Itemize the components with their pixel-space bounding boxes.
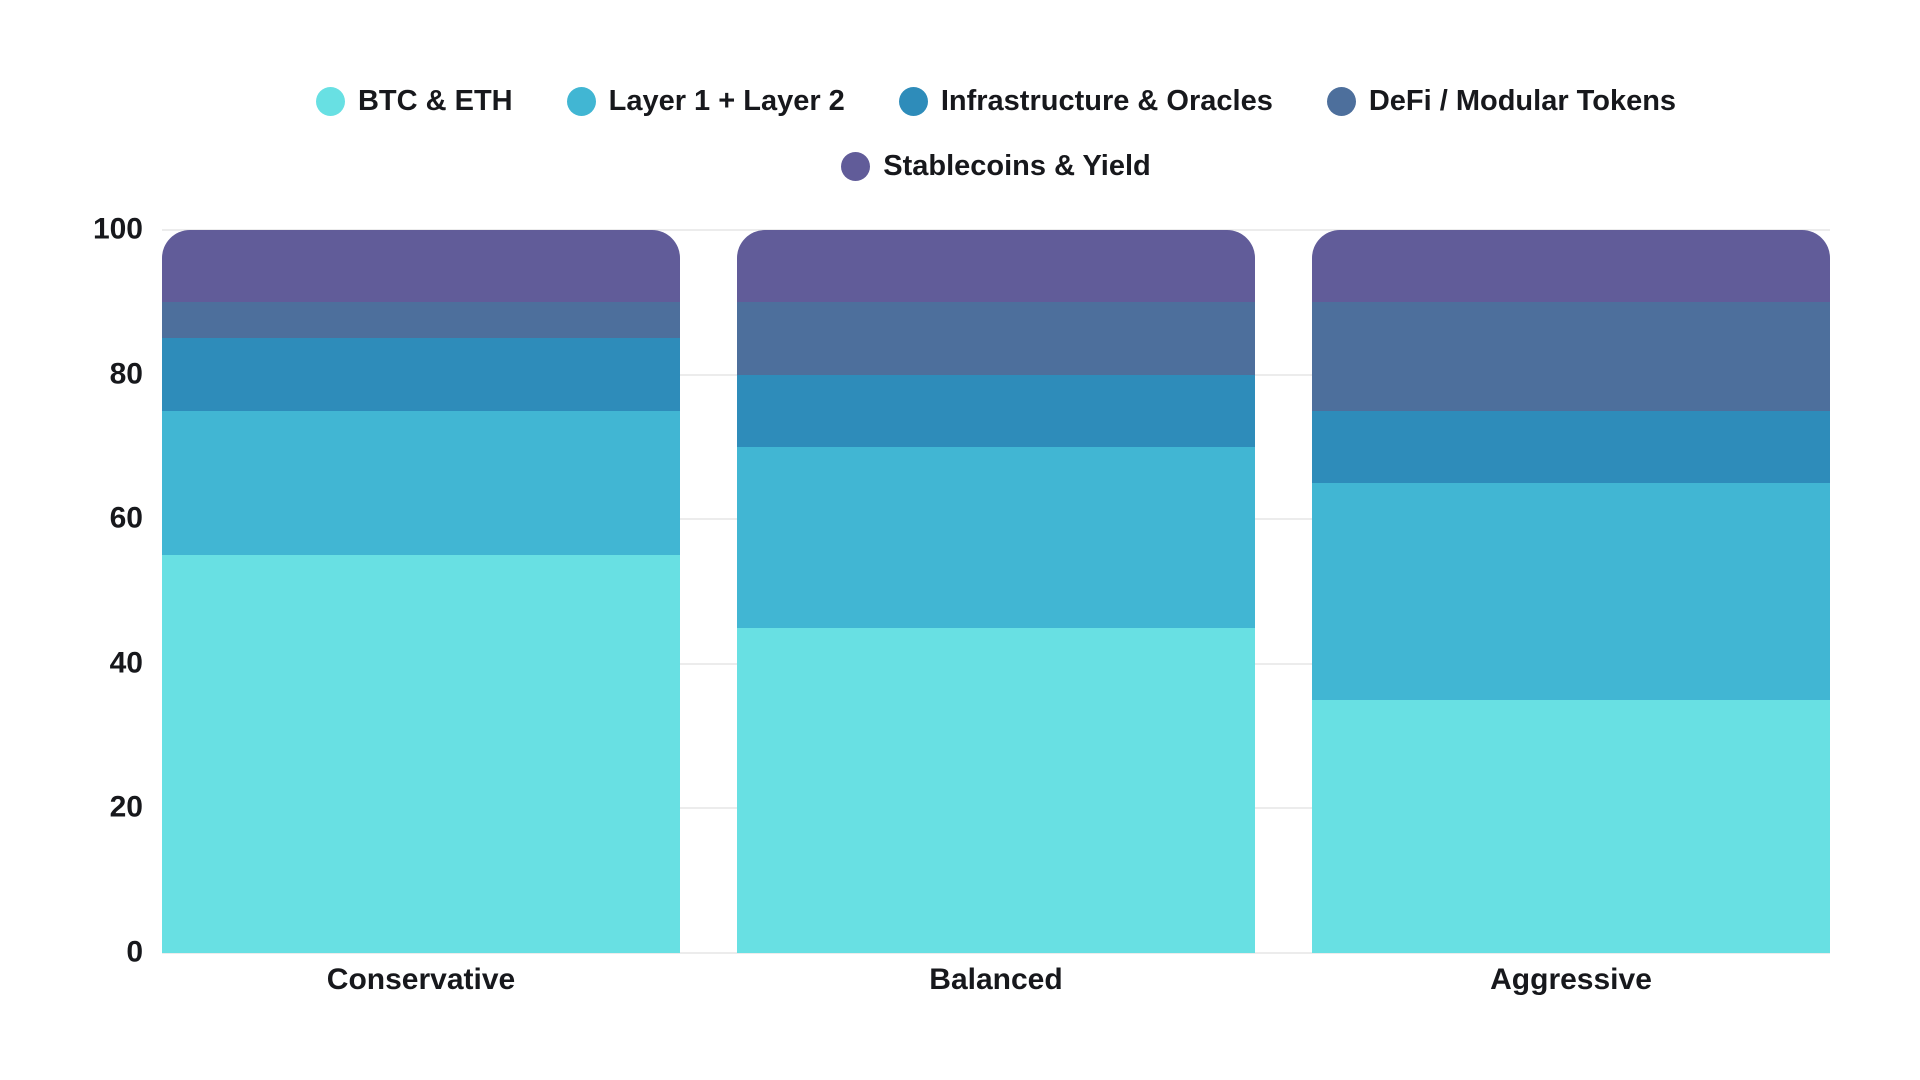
btc-eth-swatch-icon (315, 87, 345, 117)
legend-item-label: Layer 1 + Layer 2 (608, 85, 845, 117)
bar-segment-conservative-stablecoins-yield[interactable] (162, 230, 680, 303)
bar-segment-aggressive-layer-1-layer-2[interactable] (1312, 483, 1830, 700)
bar-aggressive (1312, 230, 1830, 953)
y-axis-tick-label: 40 (109, 646, 143, 680)
legend-item-label: Infrastructure & Oracles (940, 85, 1273, 117)
y-axis-tick-label: 100 (92, 212, 143, 246)
bar-segment-balanced-layer-1-layer-2[interactable] (737, 446, 1255, 628)
stablecoins-yield-swatch-icon (841, 152, 871, 182)
bar-balanced (737, 230, 1255, 953)
gridline-y-0 (162, 952, 1830, 954)
x-axis-category-label-balanced: Balanced (929, 963, 1063, 996)
bar-segment-aggressive-infrastructure-oracles[interactable] (1312, 410, 1830, 484)
y-axis-tick-label: 0 (126, 935, 143, 969)
legend-item-label: BTC & ETH (357, 85, 513, 117)
defi-modular-tokens-swatch-icon (1326, 87, 1356, 117)
bar-segment-aggressive-stablecoins-yield[interactable] (1312, 230, 1830, 303)
infrastructure-oracles-swatch-icon (898, 87, 928, 117)
bar-segment-conservative-defi-modular-tokens[interactable] (162, 302, 680, 339)
gridline-y-100 (162, 229, 1830, 231)
bar-segment-aggressive-defi-modular-tokens[interactable] (1312, 302, 1830, 411)
bar-segment-conservative-infrastructure-oracles[interactable] (162, 338, 680, 411)
legend-row-2: Stablecoins & Yield (841, 149, 1151, 183)
bar-segment-balanced-btc-eth[interactable] (737, 627, 1255, 953)
x-axis-category-label-aggressive: Aggressive (1490, 963, 1652, 996)
y-axis-tick-label: 60 (109, 501, 143, 535)
layer-1-layer-2-swatch-icon (566, 87, 596, 117)
bar-segment-balanced-defi-modular-tokens[interactable] (737, 302, 1255, 375)
legend-item-defi-modular-tokens[interactable]: DeFi / Modular Tokens (1326, 85, 1677, 118)
legend-item-stablecoins-yield[interactable]: Stablecoins & Yield (841, 149, 1151, 183)
bar-conservative (162, 230, 680, 953)
chart-legend: BTC & ETH Layer 1 + Layer 2 Infrastructure… (162, 85, 1830, 183)
legend-item-label: DeFi / Modular Tokens (1368, 85, 1677, 117)
bar-segment-balanced-infrastructure-oracles[interactable] (737, 374, 1255, 447)
legend-row-1: BTC & ETH Layer 1 + Layer 2 Infrastructure… (315, 85, 1677, 118)
legend-item-layer-1-layer-2[interactable]: Layer 1 + Layer 2 (566, 85, 845, 118)
bar-segment-balanced-stablecoins-yield[interactable] (737, 230, 1255, 303)
bar-segment-conservative-layer-1-layer-2[interactable] (162, 410, 680, 556)
legend-item-btc-eth[interactable]: BTC & ETH (315, 85, 513, 118)
y-axis-tick-label: 20 (109, 790, 143, 824)
bar-segment-conservative-btc-eth[interactable] (162, 555, 680, 953)
y-axis-tick-label: 80 (109, 356, 143, 390)
legend-item-infrastructure-oracles[interactable]: Infrastructure & Oracles (898, 85, 1273, 118)
bar-segment-aggressive-btc-eth[interactable] (1312, 699, 1830, 953)
x-axis-category-label-conservative: Conservative (326, 963, 516, 996)
legend-item-label: Stablecoins & Yield (883, 149, 1151, 182)
